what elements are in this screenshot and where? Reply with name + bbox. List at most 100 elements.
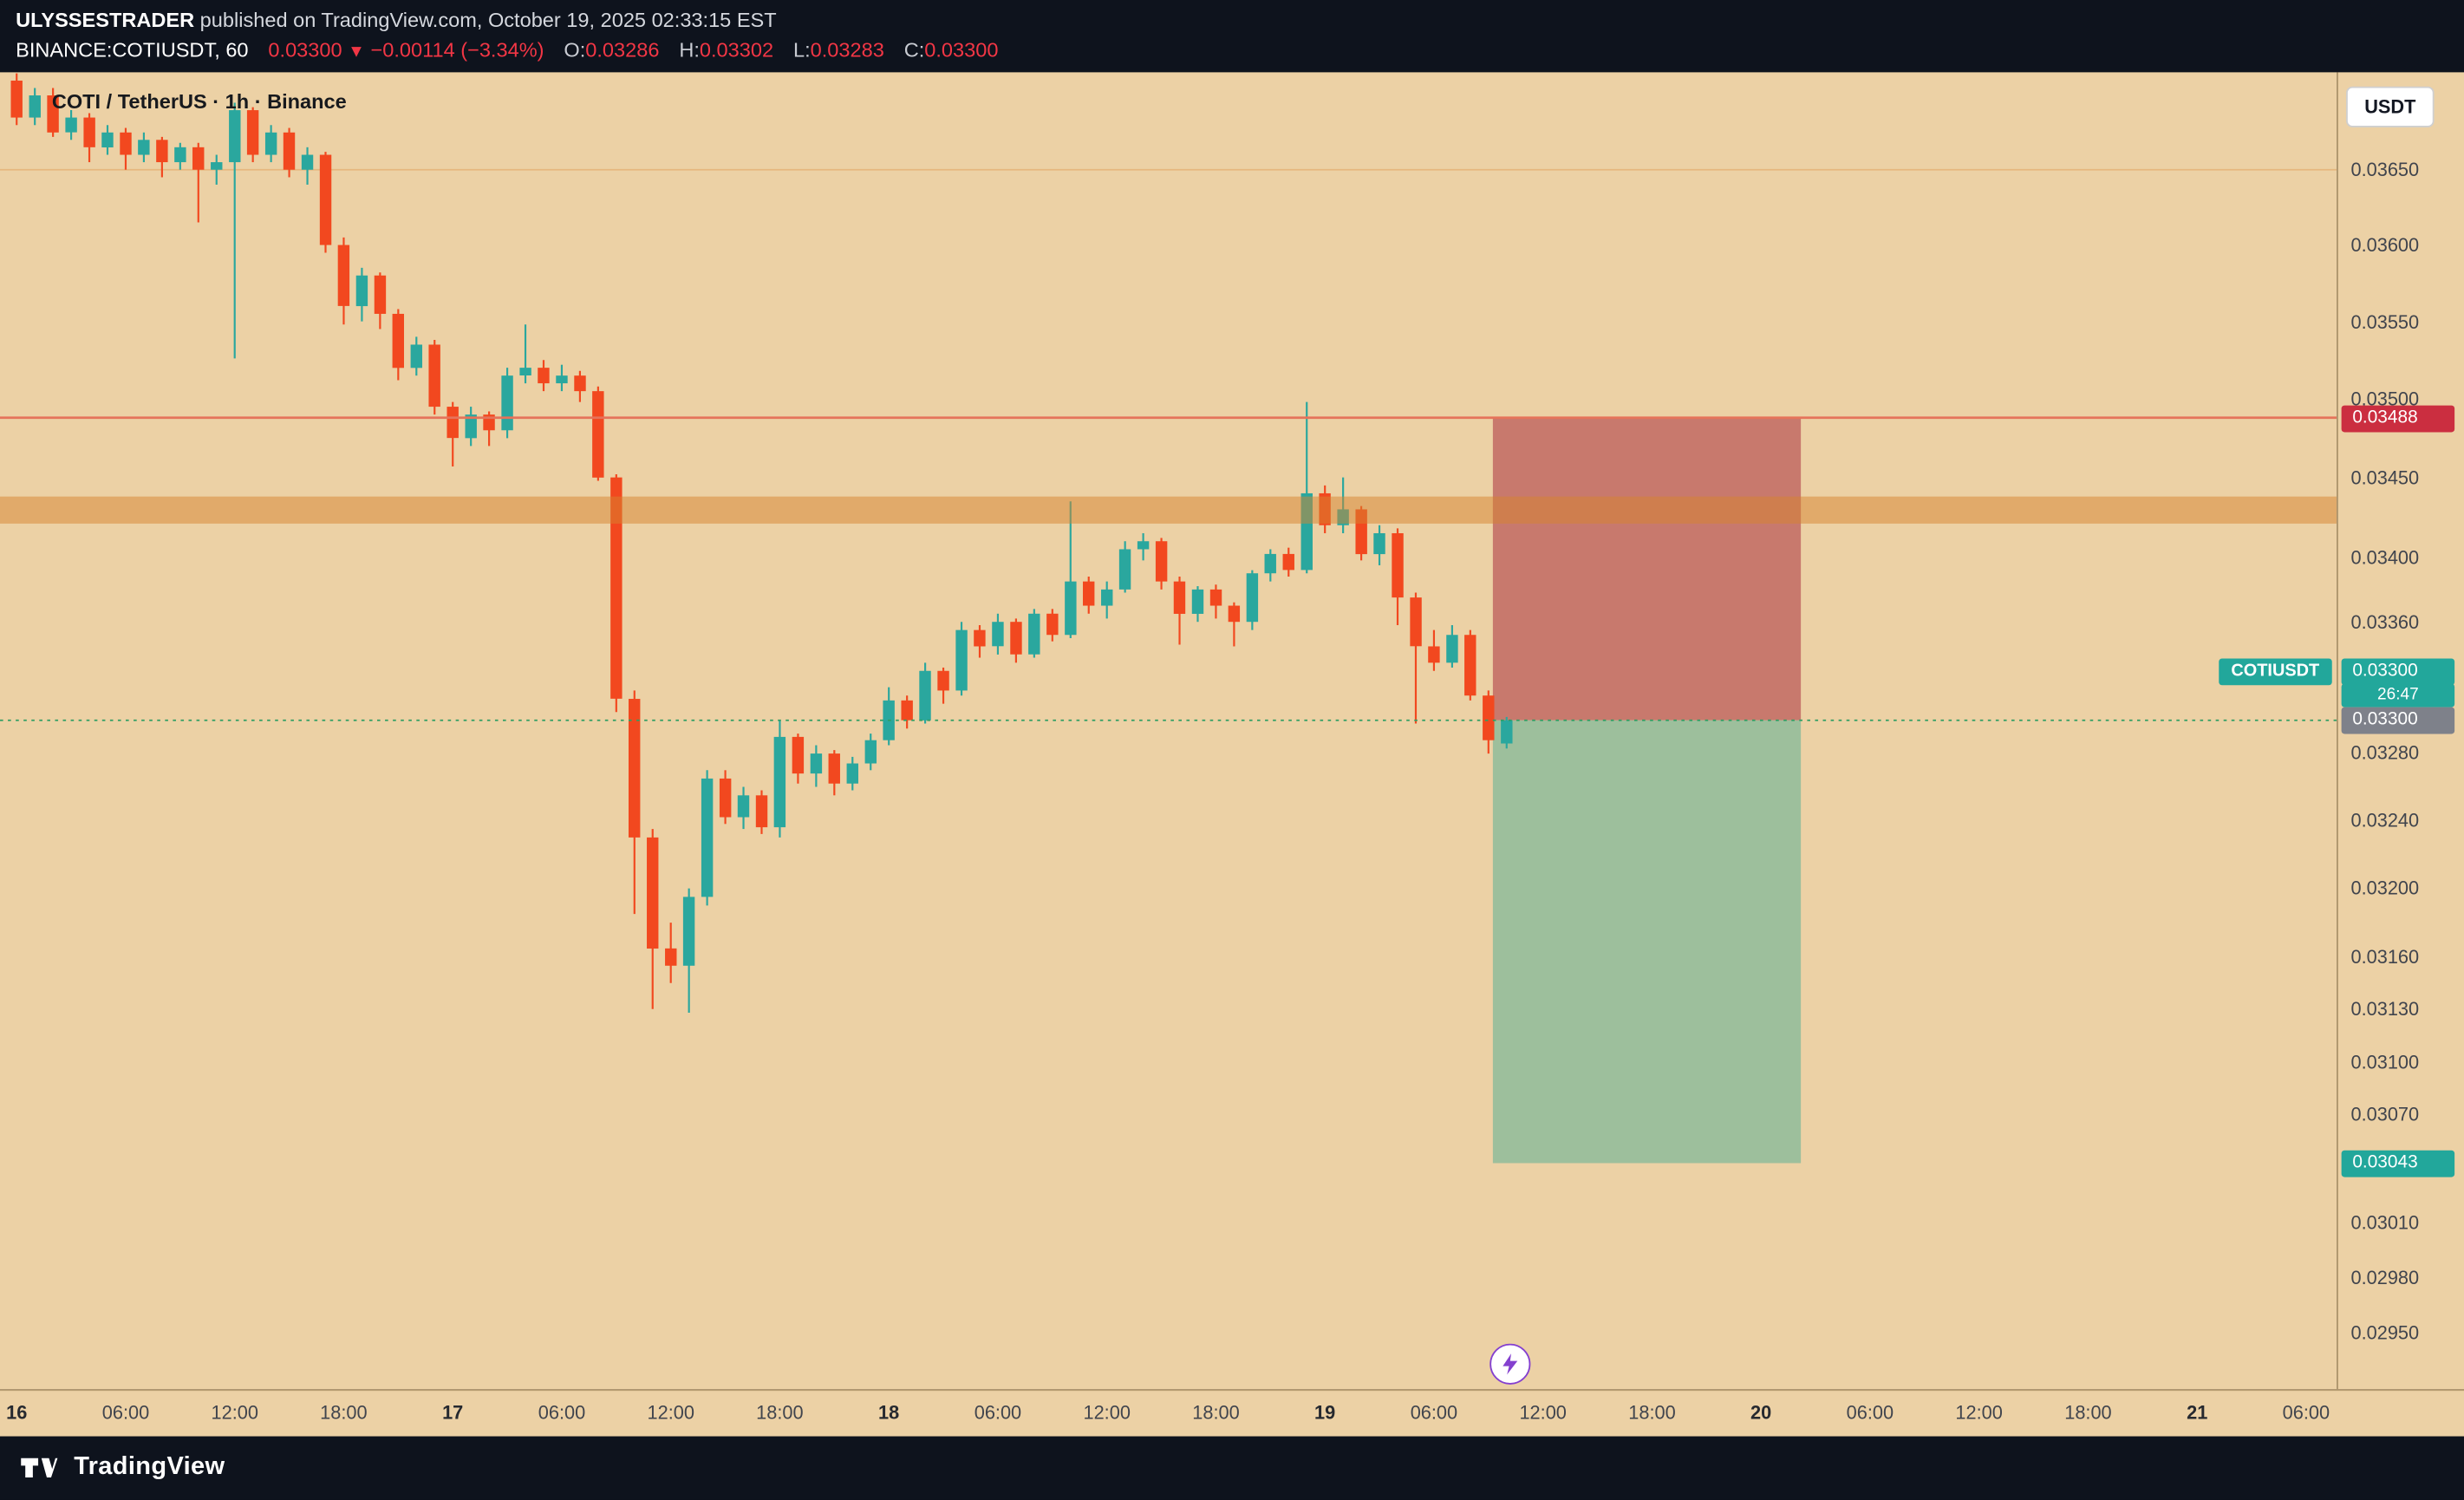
candle [919,670,931,721]
price-tick: 0.03550 [2350,310,2420,333]
last-price-badge: 0.03300 [2341,659,2455,686]
target-price-badge: 0.03043 [2341,1150,2455,1177]
last-price: 0.03300 [268,37,342,62]
time-label-day: 16 [6,1401,28,1425]
candle [992,622,1004,647]
high-value: 0.03302 [699,37,774,62]
candle [737,795,750,818]
time-label: 12:00 [647,1401,694,1425]
down-arrow-icon: ▼ [348,42,365,62]
bar-countdown-badge: 26:47 [2341,684,2455,708]
price-tick: 0.03400 [2350,545,2420,569]
candle [246,110,259,155]
candle [574,375,586,392]
candle [1264,553,1276,574]
close-value: 0.03300 [924,37,999,62]
time-label: 06:00 [1846,1401,1894,1425]
candle [846,763,858,784]
candle [283,132,296,170]
chart-plot-area[interactable]: COTI / TetherUS · 1h · Binance COTIUSDT [0,72,2337,1390]
candle [974,629,986,647]
candle [1501,720,1513,744]
low-value: 0.03283 [810,37,884,62]
candle [1046,613,1059,636]
candle [101,132,114,148]
open-value: 0.03286 [585,37,660,62]
candle [301,154,314,170]
candle [629,699,641,838]
price-tick: 0.03070 [2350,1104,2420,1126]
price-tick: 0.03450 [2350,466,2420,489]
time-label: 06:00 [2282,1401,2330,1425]
candle [647,837,659,949]
candle [138,140,150,155]
candle [1101,589,1113,606]
candle [610,477,623,699]
candle [1010,622,1022,655]
candle [501,375,513,431]
candle [901,700,913,721]
candle [465,414,477,439]
candle [1428,646,1440,663]
close-label: C: [903,37,925,62]
low-label: L: [792,37,811,62]
candle [864,740,877,764]
candle [1028,613,1040,655]
chart-legend[interactable]: COTI / TetherUS · 1h · Binance [51,89,347,114]
candle [1155,541,1168,582]
time-label-day: 19 [1314,1401,1336,1425]
candle [665,948,677,966]
candle [1392,532,1404,598]
candle [229,110,241,163]
candle [937,670,949,691]
candle [592,391,604,478]
time-label: 18:00 [1628,1401,1676,1425]
price-axis[interactable]: 0.03488 0.03300 26:47 0.03300 0.03043 0.… [2337,72,2464,1390]
candle [374,275,387,314]
price-tick: 0.03360 [2350,610,2420,633]
time-label: 12:00 [1083,1401,1131,1425]
candle [1118,549,1131,590]
price-tick: 0.03130 [2350,998,2420,1021]
price-tick: 0.03160 [2350,946,2420,968]
position-profit-zone [1492,720,1802,1164]
price-tick: 0.03100 [2350,1050,2420,1073]
publish-info: ULYSSESTRADER published on TradingView.c… [16,8,777,31]
publisher-name: ULYSSESTRADER [16,8,195,32]
time-axis[interactable]: 16 06:00 12:00 18:00 17 06:00 12:00 18:00 18 06:0… [0,1389,2464,1437]
candle [447,407,459,439]
candle [1246,573,1259,623]
candle [1282,553,1294,571]
candle [319,154,332,245]
time-label: 18:00 [320,1401,368,1425]
currency-toggle-button[interactable]: USDT [2346,86,2435,127]
candle [1228,605,1241,623]
candle [1082,581,1095,606]
candle [1373,532,1385,555]
candle [120,132,132,155]
candle [10,80,23,118]
candle [719,778,732,818]
candle [755,795,768,828]
candle [211,162,223,170]
candle [1410,597,1422,647]
price-tick: 0.03200 [2350,877,2420,900]
candle [174,147,186,163]
open-label: O: [564,37,586,62]
footer-brand[interactable]: TradingView [74,1453,225,1481]
candle [828,753,840,784]
candle [355,275,368,307]
candle [1464,635,1476,696]
price-tick: 0.03240 [2350,809,2420,832]
candle [792,736,805,774]
symbol-text: BINANCE:COTIUSDT, 60 [16,37,249,62]
candle [810,753,823,774]
price-line-symbol-label: COTIUSDT [2218,659,2332,686]
publish-text: published on TradingView.com, October 19… [194,8,777,32]
footer-bar: TradingView [0,1436,2464,1500]
candle [29,95,41,118]
price-tick: 0.03010 [2350,1211,2420,1234]
lightning-marker[interactable] [1489,1343,1531,1385]
stop-price-badge: 0.03488 [2341,405,2455,433]
